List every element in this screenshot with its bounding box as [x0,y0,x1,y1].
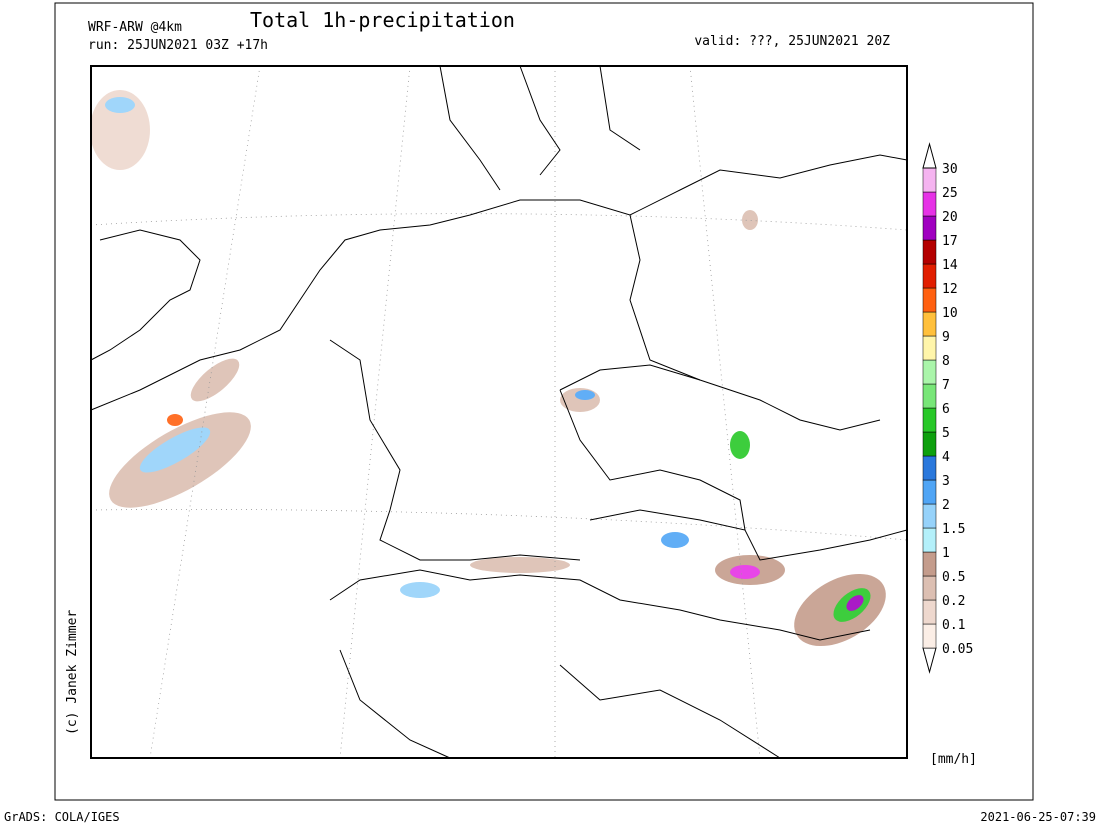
precip-area [190,358,240,402]
precip-area [470,557,570,573]
colorbar-box [922,287,937,313]
colorbar-box [922,455,937,481]
colorbar-box [922,551,937,577]
colorbar-box [922,359,937,385]
border [329,339,581,561]
colorbar-box [922,191,937,217]
colorbar-box [922,335,937,361]
colorbar-label: 4 [942,450,950,465]
coastline [90,229,201,361]
colorbar: 0.05 0.1 0.2 0.5 1 1.5 2 3 4 5 6 7 8 9 10 12 14 17 20 25 30 [922,142,973,674]
precip-area [139,427,211,473]
colorbar-label: 30 [942,162,958,177]
colorbar-label: 9 [942,330,950,345]
precip-area [105,97,135,113]
precip-area [400,582,440,598]
precip-area [730,431,750,459]
colorbar-box [922,503,937,529]
colorbar-label: 17 [942,234,958,249]
graticule [90,65,908,759]
footer-left: GrADS: COLA/IGES [4,810,120,824]
colorbar-label: 20 [942,210,958,225]
border [329,569,871,641]
precip-area [661,532,689,548]
precip-area [846,595,864,611]
colorbar-label: 6 [942,402,950,417]
precip-area [742,210,758,230]
run-label: run: 25JUN2021 03Z +17h [88,38,268,53]
colorbar-label: 0.2 [942,594,965,609]
colorbar-box [922,575,937,601]
colorbar-cap [922,142,937,169]
coastline [439,65,641,191]
colorbar-label: 5 [942,426,950,441]
model-label: WRF-ARW @4km [88,20,182,35]
colorbar-box [922,239,937,265]
colorbar-box [922,479,937,505]
colorbar-label: 0.1 [942,618,965,633]
map-area [91,66,907,758]
colorbar-label: 2 [942,498,950,513]
borders [90,65,908,759]
colorbar-label: 7 [942,378,950,393]
colorbar-label: 12 [942,282,958,297]
credit: (c) Janek Zimmer [65,610,80,735]
colorbar-label: 3 [942,474,950,489]
colorbar-box [922,215,937,241]
map [90,65,908,759]
precip-area [730,565,760,579]
colorbar-box [922,599,937,625]
grid-line [149,65,261,759]
colorbar-box [922,383,937,409]
colorbar-label: 1.5 [942,522,965,537]
colorbar-box [922,431,937,457]
colorbar-box [922,527,937,553]
map-frame [90,65,908,759]
border [559,364,746,531]
colorbar-box [922,311,937,337]
colorbar-box [922,167,937,193]
colorbar-label: 0.5 [942,570,965,585]
coastline [339,649,781,759]
colorbar-label: 14 [942,258,958,273]
precip-area [90,90,150,170]
colorbar-label: 25 [942,186,958,201]
colorbar-box [922,623,937,649]
colorbar-label: 10 [942,306,958,321]
colorbar-label: 1 [942,546,950,561]
coastline [90,154,908,411]
colorbar-box [922,407,937,433]
colorbar-label: 0.05 [942,642,973,657]
valid-label: valid: ???, 25JUN2021 20Z [694,34,890,49]
unit-label: [mm/h] [930,752,977,767]
grid-line [339,65,411,759]
footer-right: 2021-06-25-07:39 [980,810,1096,824]
colorbar-label: 8 [942,354,950,369]
precip-area [575,390,595,400]
border [589,509,908,561]
grid-line [689,65,761,759]
title: Total 1h-precipitation [250,8,515,32]
precip-area [167,414,183,426]
precipitation [90,90,886,647]
colorbar-box [922,263,937,289]
